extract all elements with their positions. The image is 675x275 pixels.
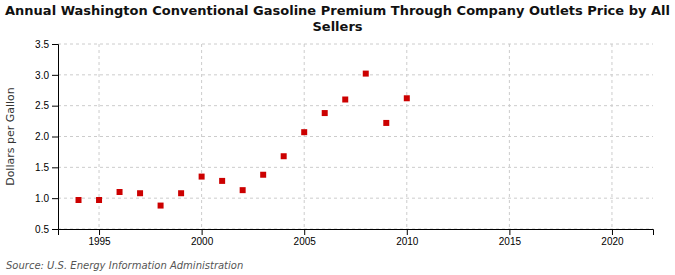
y-tick-label: 1.5 [35,162,49,173]
point [322,110,328,116]
title-line: Sellers [312,19,362,34]
x-tick: 2005 [294,229,317,247]
grid-line-y [58,74,653,75]
y-axis-line [52,45,59,230]
y-tick: 2.0 [35,131,58,142]
x-tick-mark [304,229,305,235]
x-axis-line [59,230,654,236]
point [219,178,225,184]
point [342,97,348,103]
y-tick-mark [52,106,58,107]
x-tick-mark [509,229,510,235]
x-tick-label: 2000 [191,236,214,247]
grid [58,44,653,229]
x-axis: 1995 2000 2005 2010 2015 2020 [59,229,654,247]
grid-line-y [58,105,653,106]
y-tick: 0.5 [35,224,58,235]
x-tick: 1995 [88,229,111,247]
y-tick: 2.5 [35,100,58,111]
y-tick-mark [52,229,58,230]
grid-line-x [201,44,202,229]
y-tick-mark [52,44,58,45]
point [363,71,369,77]
x-tick: 2010 [396,229,419,247]
y-tick-mark [52,137,58,138]
title: Annual Washington Conventional Gasoline … [5,3,670,34]
y-tick-label: 0.5 [35,224,49,235]
y-tick: 1.0 [35,193,58,204]
x-tick-mark [99,229,100,235]
y-tick: 3.0 [35,70,58,81]
point [117,189,123,195]
point [76,197,82,203]
y-tick: 1.5 [35,162,58,173]
x-tick-label: 2010 [396,236,419,247]
point [178,190,184,196]
title-line: Annual Washington Conventional Gasoline … [5,3,670,18]
x-tick: 2020 [601,229,624,247]
points [76,71,410,209]
y-tick: 3.5 [35,39,58,50]
point [404,95,410,101]
point [137,190,143,196]
plot: 1995 2000 2005 2010 2015 2020 0.5 1.0 1.5 2.0 2.5 3… [35,39,653,247]
x-tick-mark [612,229,613,235]
y-axis: 0.5 1.0 1.5 2.0 2.5 3.0 3.5 [35,39,58,235]
point [158,203,164,209]
y-tick-label: 3.5 [35,39,49,50]
grid-line-y [58,198,653,199]
point [240,187,246,193]
x-tick: 2000 [191,229,214,247]
y-tick-label: 1.0 [35,193,49,204]
x-tick-mark [202,229,203,235]
point [301,129,307,135]
x-tick-label: 1995 [88,236,111,247]
x-tick-label: 2020 [601,236,624,247]
y-tick-mark [52,167,58,168]
point [383,120,389,126]
source: Source: U.S. Energy Information Administ… [6,260,243,271]
y-tick-mark [52,198,58,199]
grid-line-y [58,44,653,45]
grid-line-y [58,136,653,137]
chart: 1995 2000 2005 2010 2015 2020 0.5 1.0 1.5 2.0 2.5 3… [0,0,675,275]
point [199,174,205,180]
x-tick-mark [407,229,408,235]
y-tick-mark [52,75,58,76]
y-axis-title: Dollars per Gallon [4,87,17,186]
point [96,197,102,203]
x-tick-label: 2005 [294,236,317,247]
x-tick: 2015 [499,229,522,247]
grid-line-y [58,167,653,168]
point [260,172,266,178]
y-tick-label: 2.5 [35,100,49,111]
x-tick-label: 2015 [499,236,522,247]
y-tick-label: 2.0 [35,131,49,142]
point [281,153,287,159]
y-tick-label: 3.0 [35,70,49,81]
